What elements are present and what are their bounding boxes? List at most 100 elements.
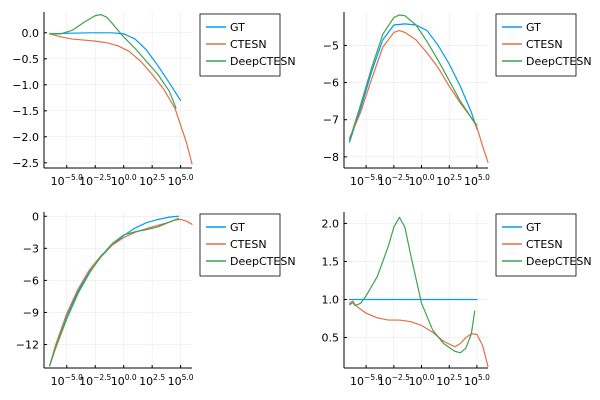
y-tick-label: −7 bbox=[323, 114, 339, 127]
x-tick-base: 10 bbox=[409, 175, 423, 188]
y-tick-label: 1.0 bbox=[322, 294, 340, 307]
x-tick-exponent: 5.0 bbox=[478, 173, 490, 182]
y-tick-label: −9 bbox=[23, 306, 39, 319]
legend-box bbox=[199, 213, 281, 277]
x-tick-label: 10−2.5 bbox=[79, 173, 111, 188]
series-line-ctesn bbox=[49, 33, 193, 165]
y-tick-label: −1.5 bbox=[12, 105, 39, 118]
x-tick-label: 100.0 bbox=[111, 173, 137, 188]
legend-label-gt: GT bbox=[526, 21, 541, 34]
x-tick-label: 102.5 bbox=[436, 173, 462, 188]
x-tick-base: 10 bbox=[79, 175, 93, 188]
series-line-ctesn bbox=[348, 29, 489, 164]
legend-label-ctesn: CTESN bbox=[526, 38, 563, 51]
x-tick-base: 10 bbox=[139, 175, 153, 188]
y-tick-label: −8 bbox=[323, 151, 339, 164]
y-tick-label: −3 bbox=[23, 242, 39, 255]
x-tick-base: 10 bbox=[51, 175, 65, 188]
legend: GT CTESN DeepCTESN bbox=[199, 13, 296, 77]
x-tick-label: 102.5 bbox=[139, 173, 165, 188]
y-tick-label: −2.0 bbox=[12, 131, 39, 144]
legend: GT CTESN DeepCTESN bbox=[495, 13, 592, 77]
x-tick-exponent: 0.0 bbox=[423, 173, 435, 182]
legend-box bbox=[199, 13, 281, 77]
y-tick-label: −6 bbox=[23, 274, 39, 287]
x-tick-label: 10−2.5 bbox=[378, 173, 410, 188]
x-tick-label: 100.0 bbox=[409, 373, 435, 388]
x-tick-label: 10−2.5 bbox=[378, 373, 410, 388]
x-tick-base: 10 bbox=[51, 375, 65, 388]
legend-label-deepctesn: DeepCTESN bbox=[230, 255, 296, 268]
x-tick-exponent: −2.5 bbox=[392, 373, 410, 382]
series-line-deepctesn bbox=[348, 14, 478, 141]
legend: GT CTESN DeepCTESN bbox=[199, 213, 296, 277]
x-tick-exponent: −2.5 bbox=[93, 373, 111, 382]
series-group bbox=[49, 215, 193, 367]
x-tick-exponent: −2.5 bbox=[93, 173, 111, 182]
legend-label-deepctesn: DeepCTESN bbox=[230, 55, 296, 68]
x-tick-base: 10 bbox=[409, 375, 423, 388]
legend-label-ctesn: CTESN bbox=[230, 238, 267, 251]
x-tick-base: 10 bbox=[436, 175, 450, 188]
legend-label-deepctesn: DeepCTESN bbox=[526, 55, 592, 68]
x-tick-base: 10 bbox=[168, 175, 182, 188]
legend-label-ctesn: CTESN bbox=[526, 238, 563, 251]
x-tick-exponent: 2.5 bbox=[450, 373, 462, 382]
x-tick-exponent: 5.0 bbox=[182, 373, 194, 382]
x-tick-label: 102.5 bbox=[139, 373, 165, 388]
series-line-deepctesn bbox=[49, 14, 177, 109]
chart-panel-3: 10−5.010−2.5 100.0 102.5 105.00−3−6−9−12GTC… bbox=[16, 210, 296, 388]
x-tick-label: 100.0 bbox=[409, 173, 435, 188]
x-tick-base: 10 bbox=[464, 375, 478, 388]
x-tick-label: 105.0 bbox=[464, 173, 490, 188]
legend-label-ctesn: CTESN bbox=[230, 38, 267, 51]
y-tick-label: 0 bbox=[32, 210, 39, 223]
series-group bbox=[348, 216, 489, 368]
x-tick-exponent: 2.5 bbox=[153, 173, 165, 182]
x-tick-exponent: 2.5 bbox=[450, 173, 462, 182]
y-tick-label: 1.5 bbox=[322, 255, 340, 268]
x-tick-base: 10 bbox=[111, 175, 125, 188]
x-tick-label: 10−5.0 bbox=[51, 173, 83, 188]
y-tick-label: 2.0 bbox=[322, 217, 340, 230]
series-line-gt bbox=[348, 23, 478, 143]
x-tick-base: 10 bbox=[464, 175, 478, 188]
x-tick-base: 10 bbox=[378, 175, 392, 188]
series-line-ctesn bbox=[49, 218, 193, 367]
chart-panel-1: 10−5.010−2.5 100.0 102.5 105.00.0−0.5−1.0−1… bbox=[12, 12, 296, 188]
y-tick-label: −2.5 bbox=[12, 157, 39, 170]
x-tick-label: 105.0 bbox=[168, 373, 194, 388]
legend: GT CTESN DeepCTESN bbox=[495, 213, 592, 277]
x-tick-exponent: 5.0 bbox=[182, 173, 194, 182]
x-tick-base: 10 bbox=[111, 375, 125, 388]
x-tick-exponent: 5.0 bbox=[478, 373, 490, 382]
x-tick-base: 10 bbox=[139, 375, 153, 388]
x-tick-label: 10−5.0 bbox=[51, 373, 83, 388]
series-line-deepctesn bbox=[348, 216, 476, 354]
x-tick-exponent: 0.0 bbox=[125, 373, 137, 382]
series-line-gt bbox=[49, 32, 182, 102]
x-tick-label: 102.5 bbox=[436, 373, 462, 388]
legend-box bbox=[495, 13, 577, 77]
y-tick-label: −12 bbox=[16, 338, 39, 351]
y-tick-label: −6 bbox=[323, 77, 339, 90]
x-tick-exponent: −5.0 bbox=[364, 373, 382, 382]
x-tick-label: 10−2.5 bbox=[79, 373, 111, 388]
x-tick-exponent: 0.0 bbox=[423, 373, 435, 382]
x-tick-exponent: −5.0 bbox=[364, 173, 382, 182]
legend-label-gt: GT bbox=[230, 21, 245, 34]
x-tick-base: 10 bbox=[79, 375, 93, 388]
legend-label-gt: GT bbox=[230, 221, 245, 234]
x-tick-label: 10−5.0 bbox=[350, 373, 382, 388]
y-tick-label: −0.5 bbox=[12, 53, 39, 66]
x-tick-exponent: −5.0 bbox=[65, 173, 83, 182]
x-tick-label: 105.0 bbox=[168, 173, 194, 188]
x-tick-base: 10 bbox=[350, 175, 364, 188]
legend-label-deepctesn: DeepCTESN bbox=[526, 255, 592, 268]
y-tick-label: −1.0 bbox=[12, 79, 39, 92]
x-tick-base: 10 bbox=[350, 375, 364, 388]
x-tick-exponent: 0.0 bbox=[125, 173, 137, 182]
x-tick-exponent: 2.5 bbox=[153, 373, 165, 382]
